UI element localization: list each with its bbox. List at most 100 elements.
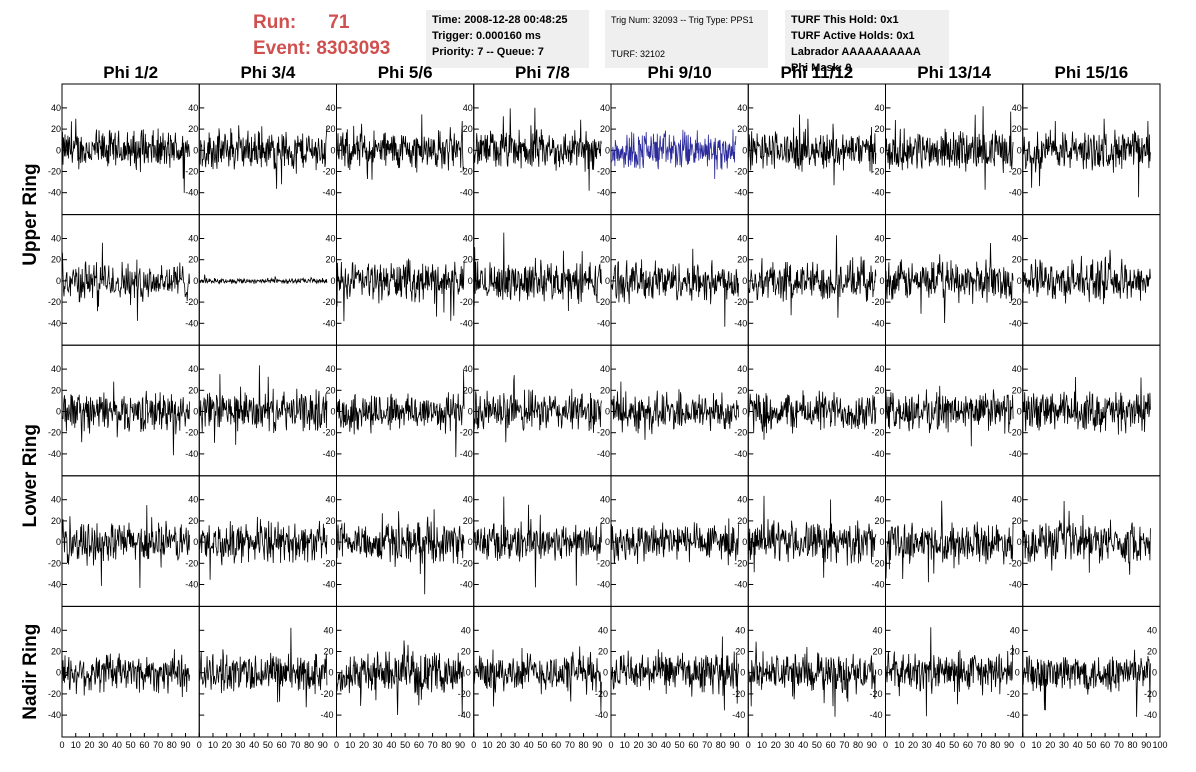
x-tick-label: 30	[235, 740, 245, 750]
waveform-trace	[336, 114, 465, 180]
x-tick-label: 10	[620, 740, 630, 750]
y-tick-label: 40	[1012, 364, 1022, 374]
y-tick-label: 40	[323, 625, 333, 635]
y-tick-label: 40	[51, 103, 61, 113]
x-tick-label: 60	[139, 740, 149, 750]
x-tick-label: 20	[359, 740, 369, 750]
x-tick-label: 10	[1031, 740, 1041, 750]
y-tick-label: -20	[871, 428, 884, 438]
y-tick-label: -20	[48, 558, 61, 568]
y-tick-label: 20	[600, 385, 610, 395]
x-tick-label: 60	[551, 740, 561, 750]
y-tick-label: 40	[463, 234, 473, 244]
y-tick-label: -40	[1009, 318, 1022, 328]
x-tick-label: 80	[304, 740, 314, 750]
y-tick-label: 40	[461, 625, 471, 635]
y-tick-label: -20	[734, 558, 747, 568]
x-tick-label: 10	[757, 740, 767, 750]
x-tick-label: 60	[414, 740, 424, 750]
waveform-trace	[610, 636, 739, 711]
y-tick-label: 20	[874, 124, 884, 134]
y-tick-label: -20	[1009, 428, 1022, 438]
y-tick-label: 40	[325, 103, 335, 113]
y-tick-label: 40	[600, 234, 610, 244]
trigger-line: Trigger: 0.000160 ms	[432, 30, 541, 42]
y-tick-label: 40	[1147, 625, 1157, 635]
y-tick-label: -20	[871, 558, 884, 568]
y-tick-label: 20	[1147, 647, 1157, 657]
column-label: Phi 1/2	[103, 63, 158, 82]
y-tick-label: -20	[869, 689, 882, 699]
y-tick-label: -20	[185, 558, 198, 568]
waveform-trace	[610, 518, 739, 566]
x-tick-label: 80	[579, 740, 589, 750]
x-tick-label: 20	[1045, 740, 1055, 750]
x-tick-label: 40	[386, 740, 396, 750]
y-tick-label: -40	[460, 449, 473, 459]
y-tick-label: -40	[871, 188, 884, 198]
y-tick-label: 0	[1017, 537, 1022, 547]
waveform-trace	[885, 106, 1014, 190]
x-tick-label: 40	[661, 740, 671, 750]
column-label: Phi 11/12	[780, 63, 853, 82]
y-tick-label: 0	[1152, 668, 1157, 678]
y-tick-label: -40	[460, 188, 473, 198]
y-tick-label: -40	[597, 580, 610, 590]
y-tick-label: -40	[322, 318, 335, 328]
y-tick-label: -40	[1009, 580, 1022, 590]
y-tick-label: 40	[1012, 103, 1022, 113]
event-label: Event:	[253, 38, 312, 59]
run-label: Run:	[253, 12, 297, 33]
x-tick-label: 40	[524, 740, 534, 750]
y-tick-label: 40	[463, 495, 473, 505]
waveform-trace	[473, 232, 602, 312]
waveform-trace	[747, 235, 877, 318]
x-tick-label: 0	[608, 740, 613, 750]
x-tick-label: 90	[730, 740, 740, 750]
y-tick-label: 40	[188, 103, 198, 113]
column-label: Phi 13/14	[917, 63, 991, 82]
waveform-trace	[473, 646, 602, 712]
y-tick-label: 0	[1017, 145, 1022, 155]
x-tick-label: 90	[455, 740, 465, 750]
waveform-trace	[885, 500, 1014, 583]
x-tick-label: 30	[373, 740, 383, 750]
waveform-trace	[885, 385, 1014, 447]
x-tick-label: 20	[222, 740, 232, 750]
y-tick-label: -20	[597, 428, 610, 438]
y-tick-label: 20	[874, 385, 884, 395]
x-tick-label: 90	[318, 740, 328, 750]
y-tick-label: -40	[185, 580, 198, 590]
y-tick-label: -20	[597, 558, 610, 568]
x-tick-label: 20	[84, 740, 94, 750]
y-tick-label: 40	[598, 625, 608, 635]
y-tick-label: -40	[1007, 710, 1020, 720]
y-tick-label: 20	[51, 124, 61, 134]
x-tick-label: 40	[112, 740, 122, 750]
x-tick-label: 10	[345, 740, 355, 750]
y-tick-label: 0	[1017, 276, 1022, 286]
trig-num-line: Trig Num: 32093 -- Trig Type: PPS1	[611, 15, 754, 25]
y-tick-label: 20	[872, 647, 882, 657]
y-tick-label: 20	[188, 516, 198, 526]
y-tick-label: -20	[734, 297, 747, 307]
waveform-trace	[747, 495, 877, 578]
x-tick-label: 20	[633, 740, 643, 750]
y-tick-label: 40	[1012, 495, 1022, 505]
y-tick-label: 0	[193, 407, 198, 417]
y-tick-label: 40	[737, 364, 747, 374]
y-tick-label: 20	[323, 647, 333, 657]
y-tick-label: -20	[1009, 558, 1022, 568]
y-tick-label: 20	[737, 124, 747, 134]
x-tick-label: 50	[263, 740, 273, 750]
y-tick-label: 20	[188, 255, 198, 265]
y-tick-label: -20	[871, 167, 884, 177]
y-tick-label: -20	[185, 428, 198, 438]
x-tick-label: 10	[208, 740, 218, 750]
y-tick-label: 40	[325, 234, 335, 244]
y-tick-label: -40	[734, 449, 747, 459]
y-tick-label: 40	[874, 495, 884, 505]
x-tick-label: 90	[867, 740, 877, 750]
y-tick-label: 20	[1012, 385, 1022, 395]
y-tick-label: -40	[322, 449, 335, 459]
